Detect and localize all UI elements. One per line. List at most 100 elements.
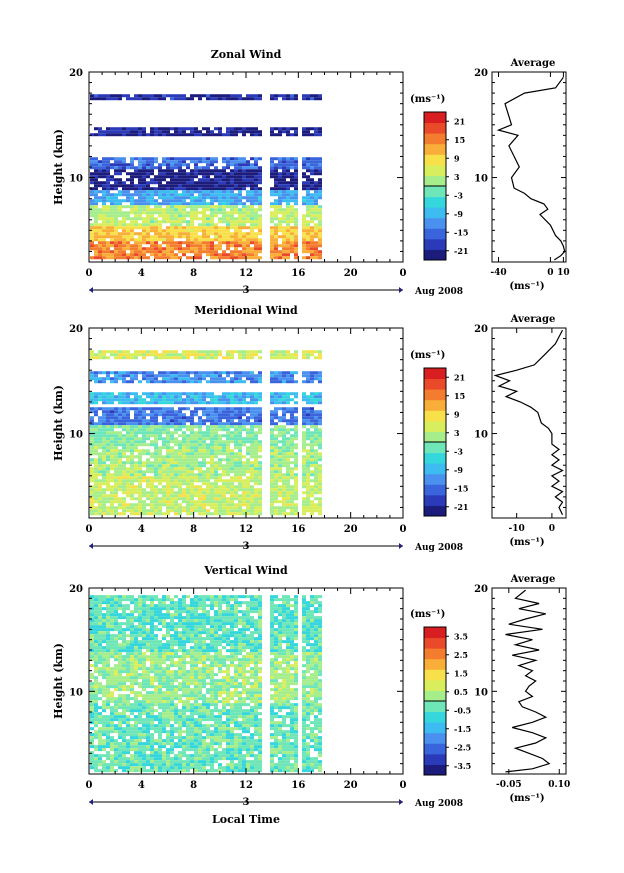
heatmap-cell bbox=[118, 506, 122, 510]
heatmap-cell bbox=[306, 476, 310, 480]
heatmap-cell bbox=[286, 485, 290, 489]
heatmap-cell bbox=[162, 133, 166, 137]
heatmap-cell bbox=[114, 214, 118, 218]
heatmap-cell bbox=[230, 250, 234, 254]
heatmap-cell bbox=[294, 610, 298, 614]
heatmap-cell bbox=[222, 229, 226, 233]
heatmap-cell bbox=[122, 604, 126, 608]
heatmap-cell bbox=[238, 193, 242, 197]
heatmap-cell bbox=[150, 199, 154, 203]
heatmap-cell bbox=[286, 607, 290, 611]
colorbar-tick-label: -15 bbox=[454, 483, 468, 493]
heatmap-cell bbox=[166, 503, 170, 507]
heatmap-cell bbox=[222, 422, 226, 426]
heatmap-cell bbox=[190, 598, 194, 602]
heatmap-cell bbox=[94, 464, 98, 468]
heatmap-cell bbox=[194, 461, 198, 465]
heatmap-cell bbox=[170, 503, 174, 507]
heatmap-cell bbox=[90, 157, 94, 161]
heatmap-cell bbox=[102, 455, 106, 459]
heatmap-cell bbox=[106, 601, 110, 605]
heatmap-cell bbox=[118, 601, 122, 605]
heatmap-cell bbox=[258, 497, 262, 501]
heatmap-cell bbox=[130, 235, 134, 239]
heatmap-cell bbox=[206, 416, 210, 420]
heatmap-cell bbox=[110, 467, 114, 471]
heatmap-cell bbox=[274, 190, 278, 194]
heatmap-cell bbox=[182, 241, 186, 245]
heatmap-cell bbox=[114, 407, 118, 411]
heatmap-cell bbox=[306, 601, 310, 605]
heatmap-cell bbox=[126, 356, 130, 360]
heatmap-cell bbox=[94, 452, 98, 456]
heatmap-cell bbox=[290, 616, 294, 620]
heatmap-cell bbox=[258, 133, 262, 137]
heatmap-cell bbox=[202, 601, 206, 605]
heatmap-cell bbox=[150, 94, 154, 98]
heatmap-cell bbox=[294, 208, 298, 212]
heatmap-cell bbox=[258, 410, 262, 414]
heatmap-cell bbox=[246, 205, 250, 209]
heatmap-cell bbox=[306, 350, 310, 354]
heatmap-cell bbox=[90, 509, 94, 513]
colorbar-tick-label: -21 bbox=[454, 246, 468, 256]
heatmap-cell bbox=[210, 163, 214, 167]
heatmap-cell bbox=[106, 619, 110, 623]
heatmap-cell bbox=[110, 506, 114, 510]
heatmap-cell bbox=[290, 503, 294, 507]
heatmap-cell bbox=[274, 133, 278, 137]
heatmap-cell bbox=[230, 353, 234, 357]
heatmap-cell bbox=[178, 223, 182, 227]
heatmap-cell bbox=[286, 256, 290, 260]
heatmap-cell bbox=[154, 455, 158, 459]
heatmap-cell bbox=[238, 214, 242, 218]
heatmap-cell bbox=[254, 422, 258, 426]
heatmap-cell bbox=[310, 172, 314, 176]
heatmap-cell bbox=[94, 398, 98, 402]
heatmap-cell bbox=[210, 619, 214, 623]
heatmap-cell bbox=[270, 437, 274, 441]
heatmap-cell bbox=[98, 601, 102, 605]
heatmap-cell bbox=[166, 190, 170, 194]
heatmap-cell bbox=[186, 229, 190, 233]
heatmap-cell bbox=[250, 616, 254, 620]
heatmap-cell bbox=[166, 175, 170, 179]
heatmap-cell bbox=[186, 196, 190, 200]
heatmap-cell bbox=[286, 235, 290, 239]
heatmap-cell bbox=[122, 356, 126, 360]
heatmap-cell bbox=[90, 425, 94, 429]
heatmap-cell bbox=[270, 356, 274, 360]
heatmap-cell bbox=[310, 157, 314, 161]
heatmap-cell bbox=[138, 464, 142, 468]
heatmap-cell bbox=[278, 244, 282, 248]
heatmap-cell bbox=[98, 172, 102, 176]
heatmap-cell bbox=[194, 395, 198, 399]
heatmap-cell bbox=[202, 491, 206, 495]
heatmap-cell bbox=[286, 187, 290, 191]
heatmap-cell bbox=[178, 356, 182, 360]
heatmap-cell bbox=[238, 503, 242, 507]
heatmap-cell bbox=[150, 494, 154, 498]
heatmap-cell bbox=[158, 434, 162, 438]
heatmap-cell bbox=[198, 187, 202, 191]
heatmap-cell bbox=[158, 613, 162, 617]
heatmap-cell bbox=[190, 461, 194, 465]
heatmap-cell bbox=[286, 130, 290, 134]
heatmap-cell bbox=[294, 595, 298, 599]
heatmap-cell bbox=[126, 193, 130, 197]
heatmap-cell bbox=[214, 193, 218, 197]
heatmap-cell bbox=[170, 184, 174, 188]
heatmap-cell bbox=[166, 226, 170, 230]
heatmap-cell bbox=[102, 157, 106, 161]
heatmap-cell bbox=[98, 446, 102, 450]
heatmap-cell bbox=[210, 455, 214, 459]
heatmap-cell bbox=[190, 443, 194, 447]
heatmap-cell bbox=[198, 244, 202, 248]
heatmap-cell bbox=[302, 181, 306, 185]
heatmap-cell bbox=[102, 199, 106, 203]
heatmap-cell bbox=[198, 250, 202, 254]
heatmap-cell bbox=[202, 473, 206, 477]
heatmap-cell bbox=[210, 356, 214, 360]
heatmap-cell bbox=[294, 256, 298, 260]
heatmap-cell bbox=[286, 226, 290, 230]
